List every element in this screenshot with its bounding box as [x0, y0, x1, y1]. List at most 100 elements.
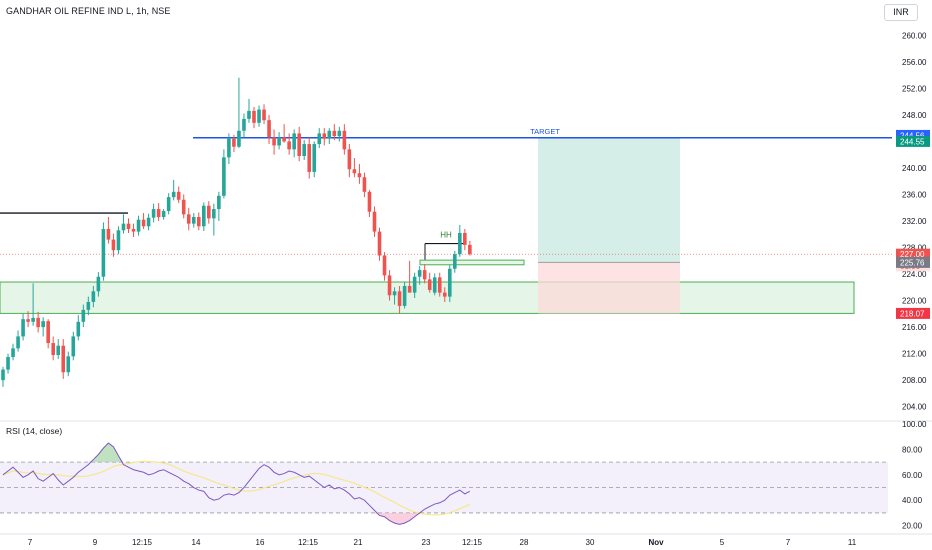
candle-body	[41, 321, 45, 328]
candle-body	[372, 211, 377, 232]
price-axis[interactable]: 260.00256.00252.00248.00244.00240.00236.…	[0, 31, 932, 535]
candle	[186, 207, 191, 231]
candle	[282, 124, 286, 143]
price-tick-label: 232.00	[902, 217, 927, 226]
candle	[61, 339, 66, 379]
candle-body	[392, 291, 397, 296]
candle-body	[458, 232, 462, 255]
candle-body	[56, 345, 61, 355]
candle-body	[207, 205, 211, 219]
currency-button[interactable]: INR	[884, 4, 918, 21]
candle-body	[136, 219, 141, 232]
candle-body	[237, 130, 241, 147]
candle	[407, 260, 412, 293]
candle	[41, 317, 45, 337]
candle	[116, 226, 121, 255]
candle	[377, 227, 382, 261]
candle	[447, 264, 452, 302]
candle	[26, 311, 30, 328]
breakout-box	[419, 259, 525, 266]
candle-body	[262, 109, 266, 121]
candle	[36, 311, 40, 333]
candle	[212, 203, 216, 236]
candle-body	[101, 228, 106, 277]
candle	[81, 304, 86, 328]
target-price-badge: 244.55	[900, 137, 925, 146]
rsi-title[interactable]: RSI (14, close)	[6, 426, 63, 436]
candle-body	[6, 356, 10, 370]
time-tick-label: 9	[93, 538, 98, 547]
stop-badge: 218.07	[900, 309, 925, 318]
candle-body	[277, 137, 281, 146]
price-tick-label: 212.00	[902, 350, 927, 359]
rsi-pane[interactable]: 100.00 80.00 60.00 40.00 20.00	[0, 420, 927, 531]
candle	[191, 213, 196, 228]
candle-body	[31, 317, 35, 322]
candle	[86, 296, 91, 316]
candle	[121, 214, 126, 234]
candle	[151, 203, 156, 223]
time-tick-label: 28	[520, 538, 529, 547]
candle	[11, 343, 15, 361]
candle-body	[307, 144, 312, 172]
candle	[146, 213, 151, 231]
rsi-tick-label: 20.00	[902, 522, 923, 531]
candle-body	[191, 217, 196, 224]
candle-body	[61, 345, 66, 373]
target-alt-badge-bg	[896, 129, 930, 141]
time-tick-label: 12:15	[298, 538, 319, 547]
candle	[332, 124, 337, 141]
candle-body	[267, 120, 271, 138]
candle-body	[447, 268, 452, 297]
candle-body	[106, 228, 111, 240]
candles-layer[interactable]	[1, 77, 472, 387]
candle	[202, 202, 206, 231]
candle-body	[468, 244, 472, 255]
price-tick-label: 256.00	[902, 58, 927, 67]
candle	[272, 129, 276, 155]
candle-body	[287, 141, 291, 150]
time-axis[interactable]: 7 9 12:15 14 16 12:15 21 23 12:15 28 30 Nov 5 7 11	[28, 538, 857, 547]
candle	[432, 273, 437, 296]
time-tick-label: 14	[192, 538, 201, 547]
candle	[312, 141, 317, 178]
candle	[31, 283, 35, 326]
candle-body	[21, 319, 25, 337]
candle	[422, 264, 427, 284]
candle-body	[176, 191, 181, 200]
price-tick-label: 208.00	[902, 376, 927, 385]
candle-body	[387, 275, 392, 296]
support-zone	[0, 281, 855, 314]
candle	[453, 250, 457, 273]
candle	[171, 179, 176, 201]
candle	[463, 228, 467, 251]
candle-body	[121, 223, 126, 231]
candle-body	[292, 133, 296, 150]
candle	[468, 240, 472, 256]
entry-badge: 225.76	[900, 258, 925, 267]
candle	[437, 272, 442, 297]
candle-body	[332, 130, 337, 137]
rsi-oversold-fill	[3, 512, 470, 525]
candle-body	[427, 279, 432, 290]
candle	[417, 266, 422, 285]
candle	[56, 339, 61, 359]
price-tick-label: 216.00	[902, 323, 927, 332]
candle-body	[342, 130, 347, 150]
candle	[227, 133, 231, 164]
candle	[16, 330, 20, 352]
time-tick-label: 12:15	[132, 538, 153, 547]
candle-body	[26, 319, 30, 322]
rsi-tick-label: 60.00	[902, 471, 923, 480]
symbol-title[interactable]: GANDHAR OIL REFINE IND L, 1h, NSE	[6, 6, 171, 16]
candle-body	[111, 239, 116, 251]
candle	[237, 77, 241, 149]
candle-body	[66, 356, 71, 373]
candle	[21, 313, 25, 341]
last-price-badge: 227.00	[900, 250, 925, 259]
candle	[307, 137, 312, 179]
rsi-ma-line	[2, 460, 471, 516]
candle-body	[196, 217, 201, 227]
candle	[337, 126, 342, 142]
